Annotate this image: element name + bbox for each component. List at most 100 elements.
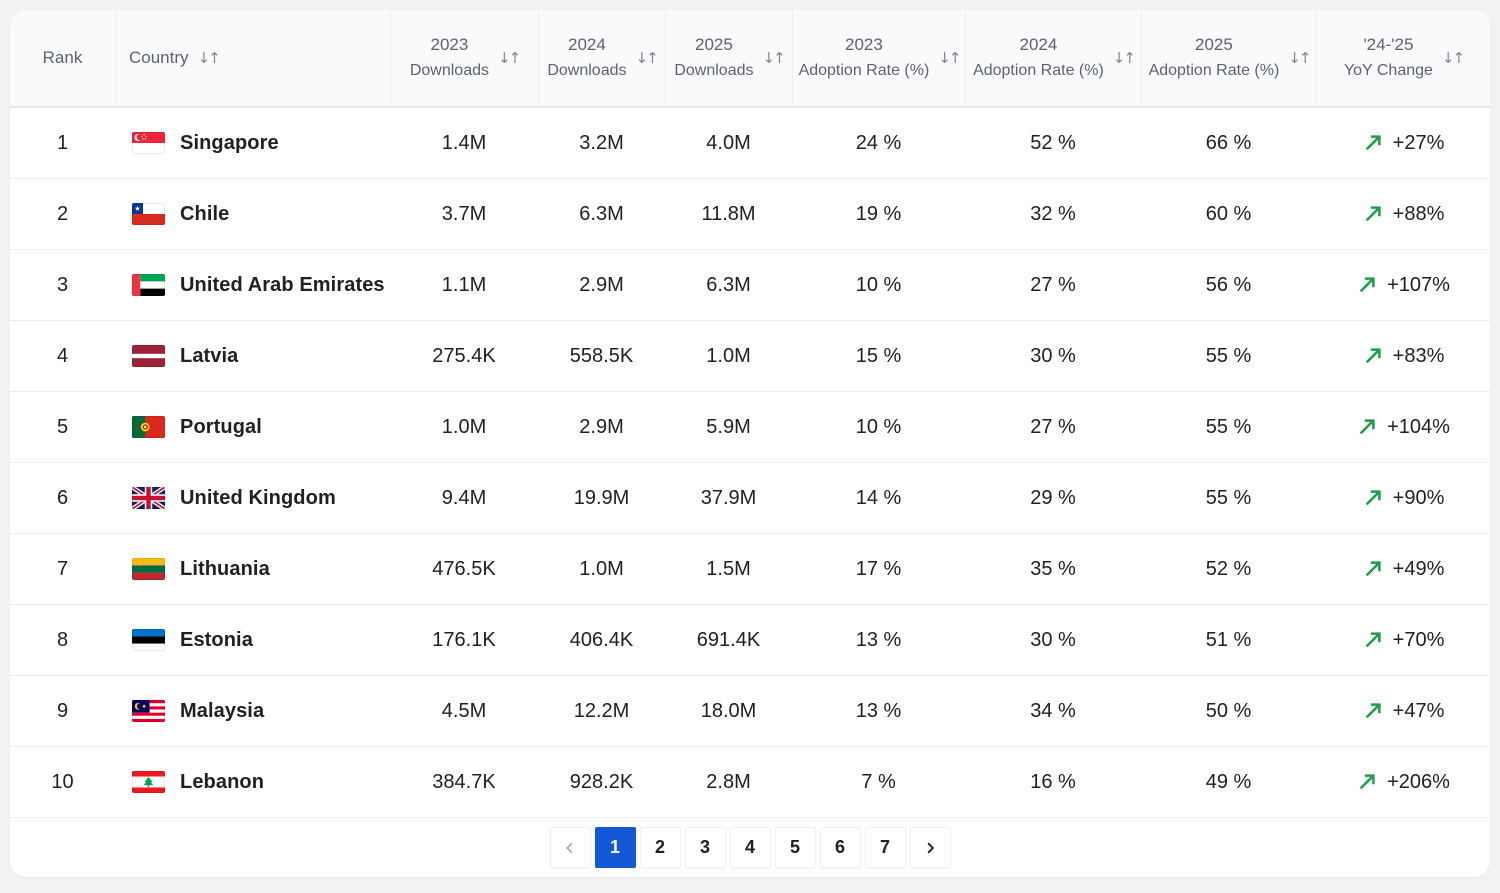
sort-icon: ↓↑: [1288, 49, 1311, 67]
country-cell: Lebanon: [115, 771, 390, 794]
chevron-left-icon: [565, 842, 573, 853]
pagination-page-7[interactable]: 7: [864, 827, 906, 868]
downloads-2025-cell: 4.0M: [706, 131, 751, 154]
yoy-value: +27%: [1392, 131, 1445, 154]
adoption-2024-cell: 32 %: [1030, 202, 1076, 225]
yoy-value: +88%: [1392, 202, 1445, 225]
sort-icon: ↓↑: [1112, 49, 1136, 67]
downloads-2024-cell: 558.5K: [569, 344, 634, 367]
downloads-2023-cell: 176.1K: [432, 628, 496, 651]
chevron-right-icon: [927, 842, 935, 853]
adoption-2025-cell: 50 %: [1205, 699, 1252, 722]
table-row: 4 Latvia 275.4K 558.5K 1.0M 15 % 30 % 55…: [10, 321, 1490, 392]
table-row: 10 Lebanon 384.7K 928.2K 2.8M 7 % 16 % 4…: [10, 747, 1490, 818]
adoption-2025-cell: 55 %: [1205, 344, 1252, 367]
column-label-line2: Downloads: [547, 61, 627, 79]
rank-cell: 3: [10, 274, 115, 297]
trend-up-icon: [1359, 774, 1375, 790]
column-header-2024-adoption-rate[interactable]: 2024 Adoption Rate (%) ↓↑: [965, 10, 1141, 106]
trend-up-icon: [1365, 561, 1381, 577]
pagination-page-2[interactable]: 2: [639, 827, 681, 868]
column-label: Country: [129, 48, 189, 67]
country-name: United Arab Emirates: [180, 273, 385, 296]
column-label-line1: 2025: [695, 35, 733, 55]
trend-up-icon: [1365, 135, 1381, 151]
column-label-line2: YoY Change: [1343, 61, 1433, 79]
downloads-2024-cell: 1.0M: [579, 557, 624, 580]
country-name: Chile: [180, 202, 230, 225]
pagination-page-4[interactable]: 4: [729, 827, 771, 868]
country-cell: Latvia: [115, 345, 390, 368]
column-label-line1: 2024: [568, 35, 606, 55]
table-body: 1 Singapore 1.4M 3.2M 4.0M 24 % 52 % 66 …: [10, 108, 1490, 818]
trend-up-icon: [1359, 419, 1375, 435]
yoy-change-cell: +49%: [1316, 558, 1490, 581]
downloads-2024-cell: 2.9M: [579, 415, 624, 438]
column-label-line1: 2024: [1019, 35, 1058, 55]
column-label-line1: 2023: [845, 35, 883, 55]
flag-icon-ee: [132, 629, 165, 651]
flag-icon-lt: [132, 558, 165, 580]
sort-icon: ↓↑: [938, 49, 961, 67]
yoy-change-cell: +206%: [1316, 771, 1490, 794]
pagination-page-5[interactable]: 5: [774, 827, 816, 868]
column-label-line2: Downloads: [409, 61, 489, 79]
downloads-2023-cell: 1.4M: [441, 131, 487, 154]
trend-up-icon: [1365, 703, 1381, 719]
column-header-2025-downloads[interactable]: 2025 Downloads ↓↑: [665, 10, 792, 106]
yoy-change-cell: +104%: [1316, 416, 1490, 439]
pagination-page-1-active[interactable]: 1: [594, 827, 636, 868]
pagination-next-button[interactable]: [909, 827, 951, 868]
column-label-line1: 2025: [1195, 35, 1233, 55]
pagination-prev-button[interactable]: [549, 827, 591, 868]
country-cell: Lithuania: [115, 558, 390, 581]
adoption-2023-cell: 7 %: [861, 770, 896, 793]
rank-cell: 6: [10, 487, 115, 510]
rank-value: 6: [56, 486, 69, 509]
yoy-value: +49%: [1392, 557, 1445, 580]
downloads-2025-cell: 18.0M: [700, 699, 757, 722]
country-cell: Chile: [115, 203, 390, 226]
yoy-change-cell: +27%: [1316, 132, 1490, 155]
downloads-2023-cell: 1.1M: [441, 273, 487, 296]
flag-icon-ae: [132, 274, 165, 296]
column-label-line2: Downloads: [674, 61, 754, 79]
column-label: Rank: [42, 48, 83, 67]
downloads-2025-cell: 1.5M: [706, 557, 751, 580]
adoption-2023-cell: 17 %: [855, 557, 902, 580]
table-row: 8 Estonia 176.1K 406.4K 691.4K 13 % 30 %…: [10, 605, 1490, 676]
rank-value: 4: [56, 344, 69, 367]
downloads-2023-cell: 1.0M: [441, 415, 487, 438]
column-header-2024-downloads[interactable]: 2024 Downloads ↓↑: [538, 10, 665, 106]
yoy-change-cell: +107%: [1316, 274, 1490, 297]
column-header-2025-adoption-rate[interactable]: 2025 Adoption Rate (%) ↓↑: [1141, 10, 1316, 106]
country-name: Portugal: [180, 415, 262, 438]
flag-icon-sg: [132, 132, 165, 154]
column-header-2023-downloads[interactable]: 2023 Downloads ↓↑: [390, 10, 538, 106]
downloads-2023-cell: 476.5K: [432, 557, 496, 580]
column-header-country[interactable]: Country ↓↑: [115, 10, 390, 106]
downloads-2025-cell: 11.8M: [701, 202, 756, 225]
downloads-2023-cell: 275.4K: [432, 344, 496, 367]
pagination-page-6[interactable]: 6: [819, 827, 861, 868]
country-name: Singapore: [180, 131, 279, 154]
trend-up-icon: [1365, 632, 1381, 648]
rank-cell: 8: [10, 629, 115, 652]
downloads-2024-cell: 2.9M: [579, 273, 624, 296]
adoption-2025-cell: 49 %: [1205, 770, 1252, 793]
sort-icon: ↓↑: [498, 49, 521, 67]
rank-value: 7: [56, 557, 69, 580]
rank-value: 5: [56, 415, 69, 438]
adoption-2025-cell: 55 %: [1205, 486, 1252, 509]
adoption-2024-cell: 27 %: [1030, 273, 1076, 296]
yoy-value: +83%: [1392, 344, 1445, 367]
rank-cell: 4: [10, 345, 115, 368]
column-label-line1: '24-'25: [1363, 35, 1414, 55]
table-row: 1 Singapore 1.4M 3.2M 4.0M 24 % 52 % 66 …: [10, 108, 1490, 179]
flag-icon-my: [132, 700, 165, 722]
column-header-2023-adoption-rate[interactable]: 2023 Adoption Rate (%) ↓↑: [792, 10, 965, 106]
pagination-page-3[interactable]: 3: [684, 827, 726, 868]
rank-value: 1: [56, 131, 69, 154]
column-header-yoy-change[interactable]: '24-'25 YoY Change ↓↑: [1316, 10, 1490, 106]
